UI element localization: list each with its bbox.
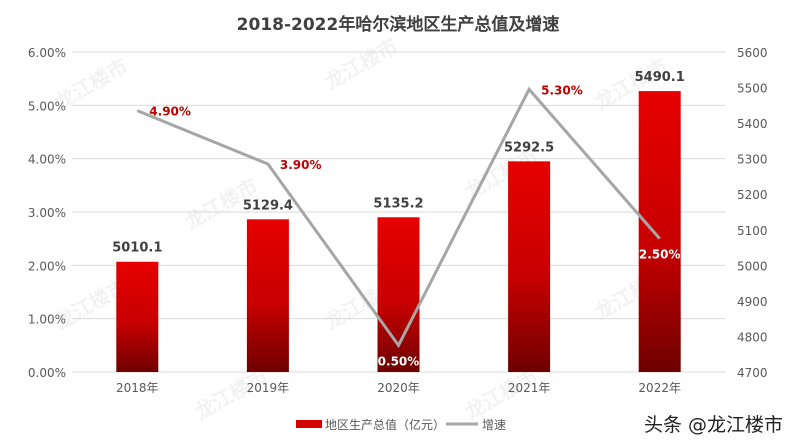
bar-value-label: 5292.5 — [504, 140, 554, 155]
right-axis-tick: 5500 — [737, 82, 768, 96]
left-axis-tick: 4.00% — [28, 153, 66, 167]
right-axis-tick: 4900 — [737, 295, 768, 309]
line-value-label: 3.90% — [280, 158, 322, 172]
bar-value-label: 5135.2 — [373, 196, 423, 211]
bar-value-label: 5490.1 — [635, 70, 685, 85]
bar-value-label: 5129.4 — [243, 198, 293, 213]
bar-2018年 — [116, 261, 159, 372]
bar-2021年 — [508, 161, 551, 372]
x-axis-tick: 2022年 — [638, 381, 681, 395]
x-axis-tick: 2020年 — [377, 381, 420, 395]
line-value-label: 5.30% — [541, 83, 583, 97]
watermark: 龙江楼市 — [321, 34, 402, 95]
right-axis-tick: 5600 — [737, 46, 768, 60]
right-axis-tick: 5000 — [737, 259, 768, 273]
right-axis-tick: 4800 — [737, 330, 768, 344]
left-axis-tick: 6.00% — [28, 46, 66, 60]
line-value-label: 0.50% — [378, 354, 420, 368]
left-axis-tick: 2.00% — [28, 259, 66, 273]
right-axis-tick: 5400 — [737, 117, 768, 131]
left-axis-tick: 0.00% — [28, 366, 66, 380]
source-credit: 头条 @龙江楼市 — [643, 414, 783, 436]
right-axis-tick: 5200 — [737, 188, 768, 202]
bar-2022年 — [638, 91, 681, 372]
right-axis-tick: 4700 — [737, 366, 768, 380]
chart-title: 2018-2022年哈尔滨地区生产总值及增速 — [237, 14, 560, 35]
left-axis-tick: 5.00% — [28, 99, 66, 113]
bar-2020年 — [377, 217, 420, 372]
growth-line — [136, 86, 661, 349]
x-axis-tick: 2021年 — [508, 381, 551, 395]
line-value-label: 4.90% — [149, 105, 191, 119]
bar-2019年 — [246, 219, 289, 372]
left-axis-tick: 1.00% — [28, 313, 66, 327]
line-value-label: 2.50% — [639, 248, 681, 262]
legend-bar-label: 地区生产总值（亿元） — [325, 417, 445, 432]
legend-bar-swatch — [296, 420, 322, 428]
legend-line-label: 增速 — [482, 418, 506, 432]
right-axis-tick: 5300 — [737, 153, 768, 167]
x-axis-tick: 2019年 — [247, 381, 290, 395]
right-axis-tick: 5100 — [737, 224, 768, 238]
left-axis-tick: 3.00% — [28, 206, 66, 220]
x-axis-tick: 2018年 — [116, 381, 159, 395]
bar-value-label: 5010.1 — [112, 241, 162, 256]
